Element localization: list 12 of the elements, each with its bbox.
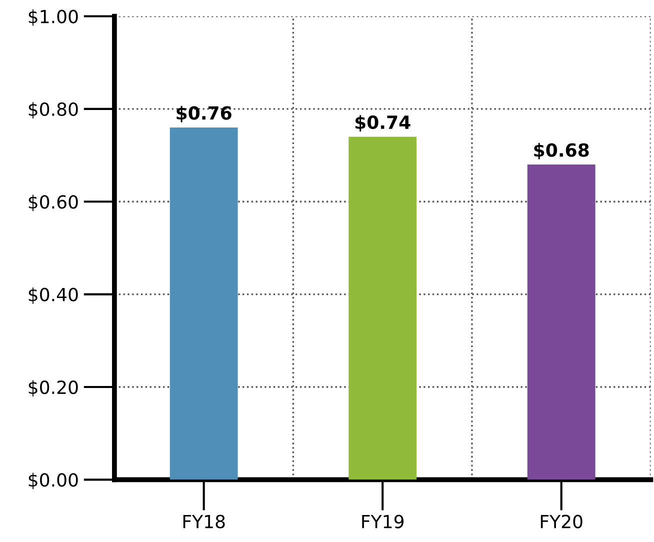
- y-tick-label: $0.40: [28, 287, 78, 304]
- data-label: $0.76: [176, 106, 232, 122]
- x-tick-label: FY18: [183, 514, 225, 528]
- data-label: $0.74: [355, 115, 410, 132]
- y-tick-label: $0.60: [28, 194, 78, 212]
- data-label: $0.68: [534, 142, 589, 160]
- y-tick-label: $0.20: [28, 380, 78, 396]
- y-tick-label: $1.00: [28, 9, 78, 26]
- x-tick-label: FY19: [362, 514, 404, 528]
- y-tick-label: $0.80: [28, 102, 78, 118]
- y-tick-label: $0.00: [28, 472, 78, 490]
- x-tick-label: FY20: [540, 514, 582, 528]
